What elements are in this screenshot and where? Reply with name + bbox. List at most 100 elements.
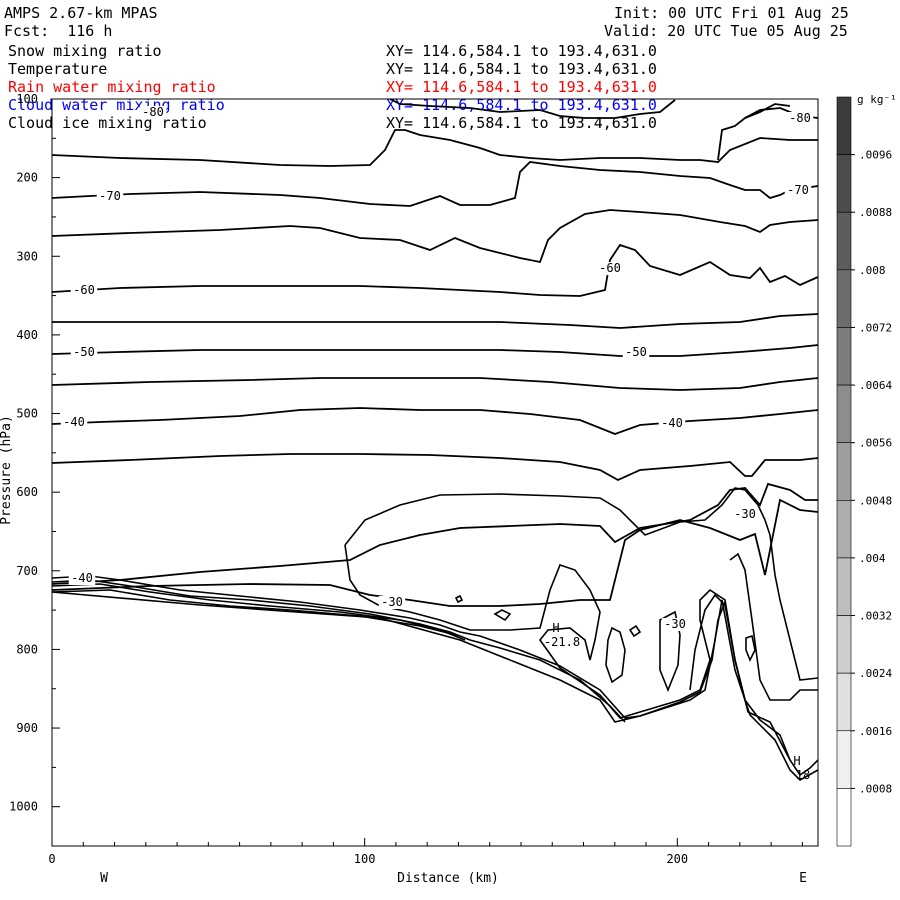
contour-minus70 <box>51 161 819 207</box>
contour-label: -70 <box>99 189 121 203</box>
contour-label-bg <box>622 346 650 359</box>
x-tick-label: 0 <box>48 852 55 866</box>
contour-label-bg <box>378 596 406 609</box>
contour-label: -80 <box>142 105 164 119</box>
y-tick-label: 500 <box>16 407 38 421</box>
y-tick-label: 400 <box>16 328 38 342</box>
contour-inner-loop2 <box>659 610 681 693</box>
contour-260 <box>51 209 819 264</box>
contour-label: -30 <box>664 617 686 631</box>
contour-label-bg <box>60 416 88 429</box>
colorbar-cell <box>836 384 852 443</box>
colorbar-level-label: .0048 <box>859 494 892 507</box>
contour-label: -30 <box>734 507 756 521</box>
contour-590 <box>51 482 818 585</box>
colorbar-level-label: .0088 <box>859 206 892 219</box>
contour-topright-wiggle <box>744 103 791 119</box>
contour-label: -50 <box>73 345 95 359</box>
isotherm-contours <box>51 98 819 607</box>
contour-minus50 <box>51 344 819 357</box>
contour-label: -40 <box>63 415 85 429</box>
legend-field-name: Cloud ice mixing ratio <box>8 114 207 132</box>
colorbar-cell <box>836 154 852 213</box>
y-tick-label: 1000 <box>9 800 38 814</box>
model-title: AMPS 2.67-km MPAS <box>4 4 158 22</box>
contour-322 <box>52 313 819 329</box>
colorbar-level-label: .0024 <box>859 667 892 680</box>
colorbar-cell <box>836 788 852 847</box>
colorbar-cell <box>836 327 852 386</box>
contour-label: -40 <box>661 416 683 430</box>
init-time: Init: 00 UTC Fri 01 Aug 25 <box>614 4 849 22</box>
contour-label-bg <box>784 184 812 197</box>
plot-frame <box>51 98 819 847</box>
legend-field-name: Snow mixing ratio <box>8 42 162 60</box>
contour-label-bg <box>139 106 167 119</box>
colorbar-cell <box>836 442 852 501</box>
x-axis-ticks: 0 100 200 <box>48 838 803 866</box>
colorbar-cell <box>836 211 852 271</box>
contour-small-2 <box>493 609 512 622</box>
lower-contours <box>344 487 819 761</box>
legend-field-xy: XY= 114.6,584.1 to 193.4,631.0 <box>386 42 657 60</box>
y-tick-label: 200 <box>16 171 38 185</box>
contour-minus30-loop <box>344 487 819 681</box>
colorbar-level-label: .0032 <box>859 610 892 623</box>
x-tick-label: 200 <box>666 852 688 866</box>
colorbar-cell <box>836 269 852 328</box>
colorbar: g kg⁻¹ .0096 .0088 .008 .0072 .0064 .0056 .0048… <box>836 93 897 847</box>
y-tick-label: 300 <box>16 249 38 263</box>
colorbar-unit: g kg⁻¹ <box>857 93 897 106</box>
y-tick-label: 800 <box>16 642 38 656</box>
contour-label-bg <box>661 618 689 631</box>
legend-field-xy: XY= 114.6,584.1 to 193.4,631.0 <box>386 60 657 78</box>
terrain-line-3 <box>51 583 466 641</box>
y-tick-label: 100 <box>16 92 38 106</box>
contour-labels: -80 -80 -70 -70 -60 -60 -50 -50 -40 -40 -30 -30 -30 -… <box>60 105 814 631</box>
contour-385 <box>51 377 819 391</box>
legend-field-name: Temperature <box>8 60 108 78</box>
x-axis-title: Distance (km) <box>397 871 499 886</box>
contour-small-3 <box>628 624 642 638</box>
contour-minus40-upper <box>51 407 819 435</box>
contour-label-bg <box>658 417 686 430</box>
colorbar-cell <box>836 615 852 674</box>
terrain-base <box>51 591 819 781</box>
forecast-hour: Fcst: 116 h <box>4 22 113 40</box>
colorbar-cell <box>836 96 852 155</box>
east-label: E <box>799 871 807 886</box>
y-axis-ticks: 100 200 300 400 500 600 700 800 900 1000 <box>9 92 60 847</box>
contour-460 <box>51 453 819 482</box>
colorbar-cell <box>836 557 852 616</box>
extremum-value: -21.8 <box>544 635 580 649</box>
contour-label-bg <box>68 572 96 585</box>
contour-minus60 <box>51 243 819 297</box>
colorbar-level-label: .0016 <box>859 725 892 738</box>
contour-label: -80 <box>789 111 811 125</box>
y-tick-label: 700 <box>16 564 38 578</box>
valid-time: Valid: 20 UTC Tue 05 Aug 25 <box>604 22 848 40</box>
colorbar-level-label: .004 <box>859 552 886 565</box>
contour-inner-ridge <box>689 593 746 701</box>
contour-label: -70 <box>787 183 809 197</box>
contour-label-bg <box>70 346 98 359</box>
colorbar-cell <box>836 730 852 789</box>
y-axis-title: Pressure (hPa) <box>0 415 14 525</box>
y-tick-label: 900 <box>16 721 38 735</box>
x-tick-label: 100 <box>354 852 376 866</box>
contour-label-bg <box>596 262 624 275</box>
contour-minus30-lower <box>344 544 791 761</box>
west-label: W <box>100 871 108 886</box>
contour-label: -60 <box>599 261 621 275</box>
colorbar-level-label: .008 <box>859 264 886 277</box>
extremum-kind: H <box>793 754 800 768</box>
colorbar-level-label: .0056 <box>859 437 892 450</box>
colorbar-level-label: .0096 <box>859 149 892 162</box>
contour-top-80 <box>389 98 676 119</box>
terrain-line-4 <box>51 589 461 637</box>
legend-field-name: Rain water mixing ratio <box>8 78 216 96</box>
terrain-lines <box>51 575 819 781</box>
terrain-line-1 <box>51 575 819 777</box>
